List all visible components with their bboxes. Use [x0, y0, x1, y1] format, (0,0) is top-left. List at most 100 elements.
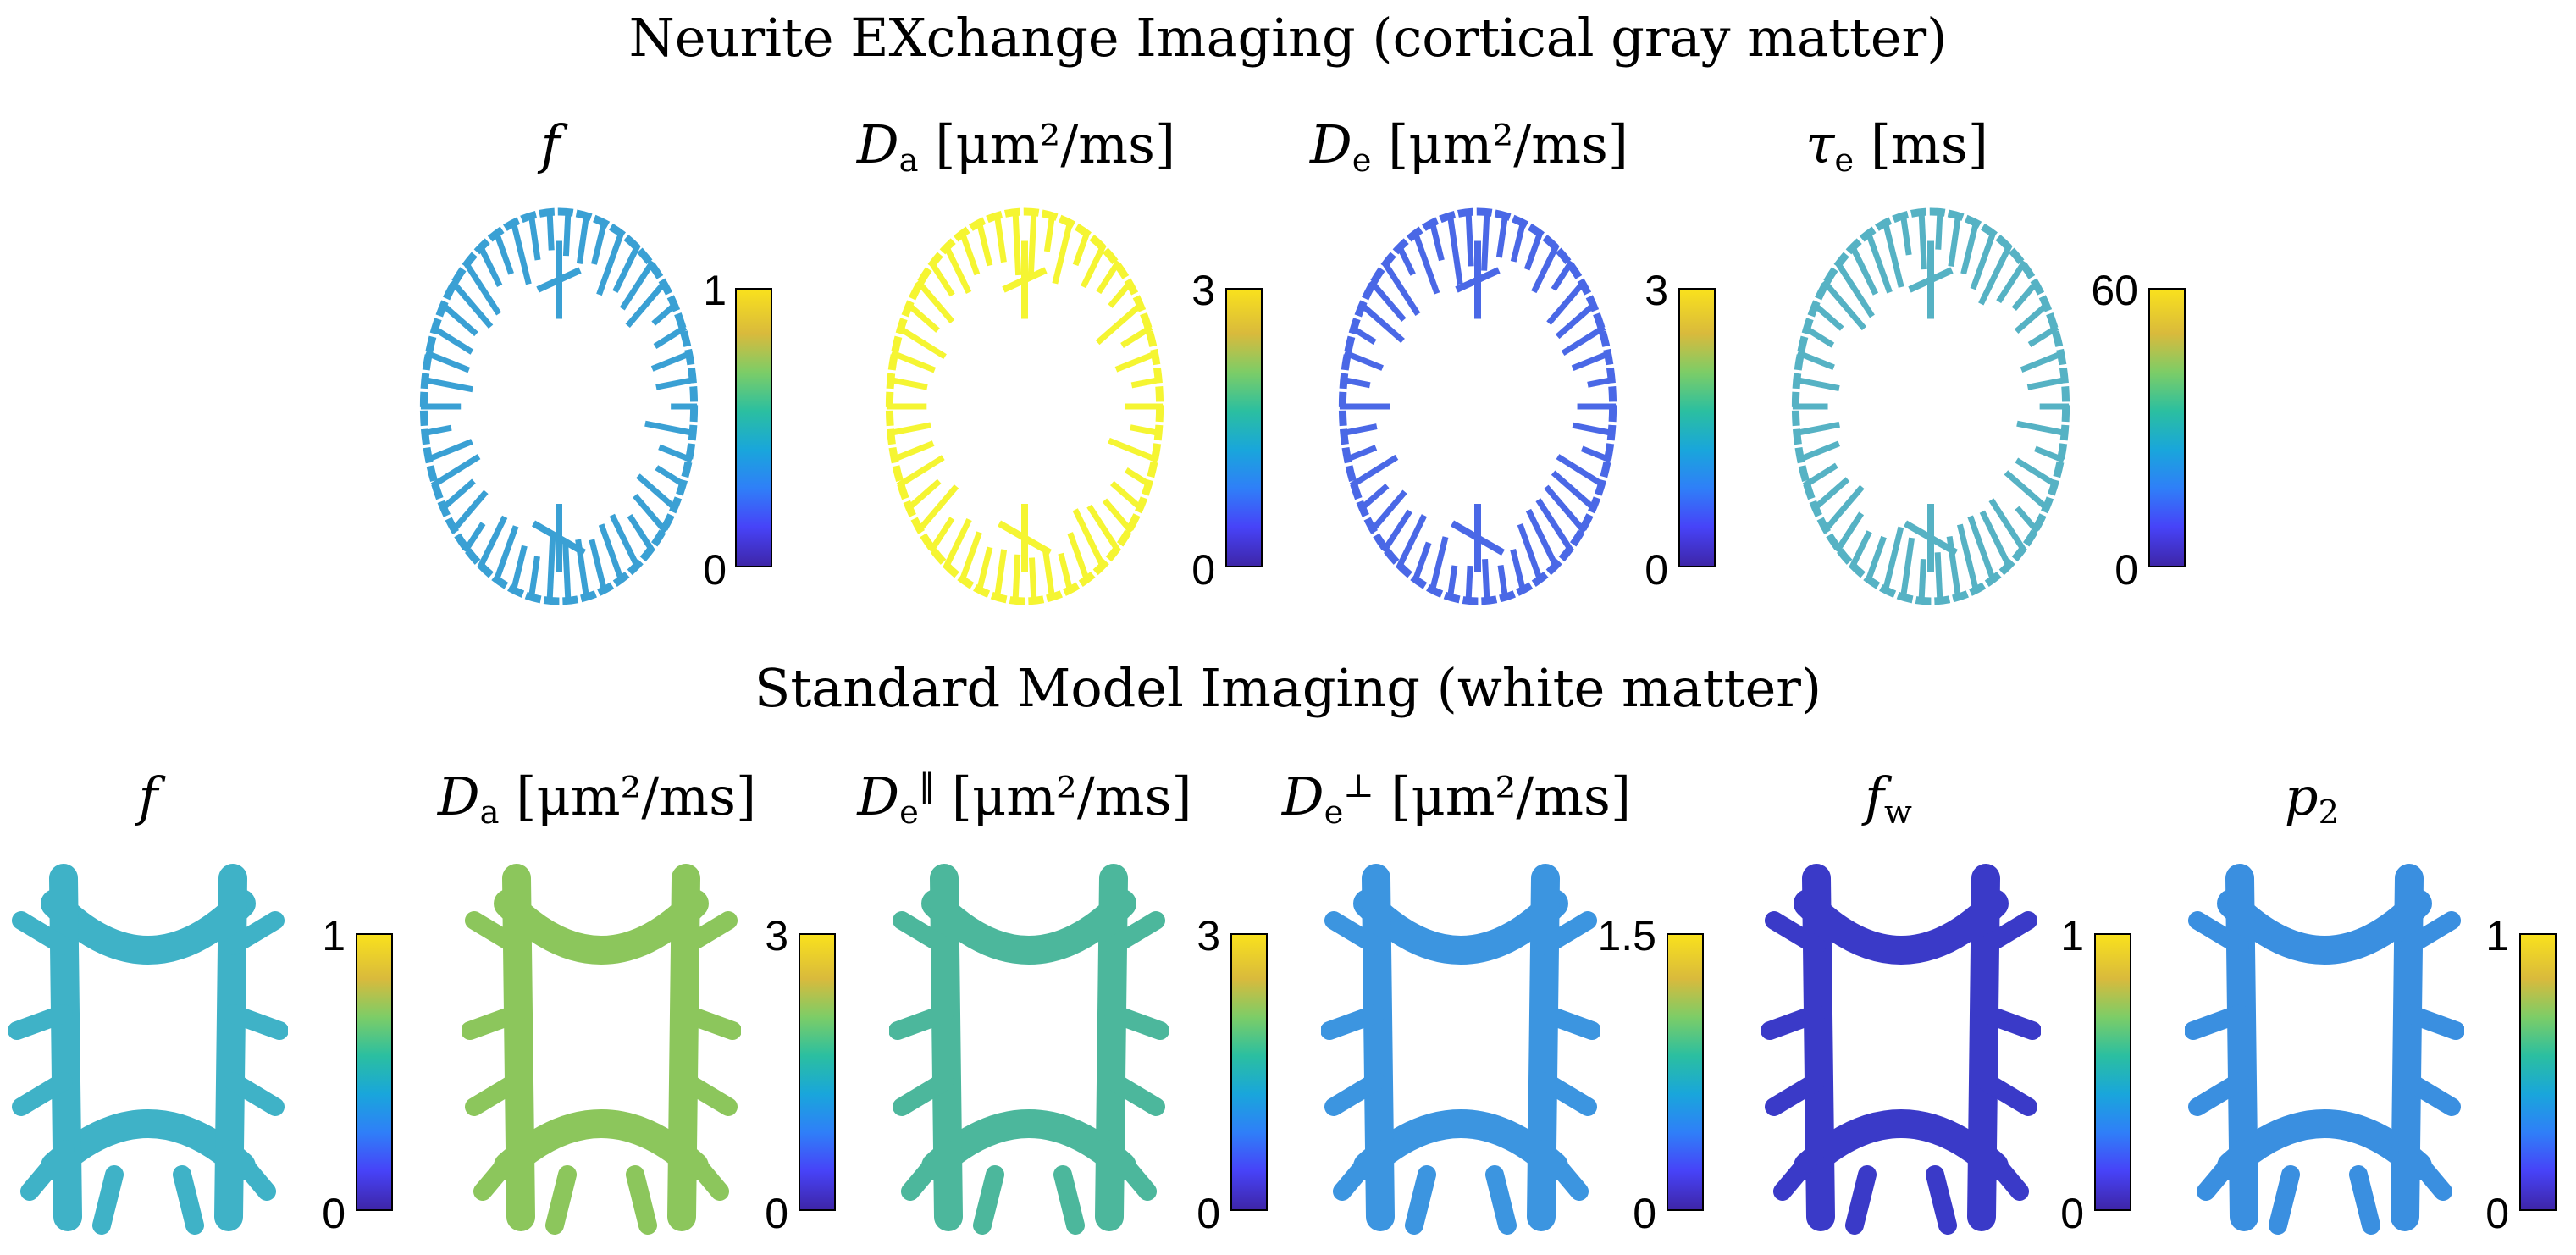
gyrus-segment: [1340, 376, 1371, 389]
gyrus-segment: [959, 229, 981, 276]
tract-branch: [2225, 864, 2258, 1231]
panel-title: f: [540, 113, 561, 176]
tract-branch: [921, 1109, 1136, 1180]
smi-panel-fw: fw 1 0: [1744, 762, 2151, 1245]
midline-sulcus: [536, 267, 582, 293]
panel-title: Da [μm²/ms]: [856, 113, 1176, 180]
gyrus-segment: [1555, 301, 1598, 340]
gyrus-segment: [1802, 324, 1835, 348]
gyrus-segment: [1523, 229, 1544, 271]
colorbar: [1225, 288, 1263, 567]
gyrus-segment: [1556, 454, 1606, 489]
tract-branch: [224, 1072, 285, 1116]
gyrus-segment: [1012, 208, 1022, 276]
gyrus-segment: [609, 513, 641, 570]
gyrus-segment: [890, 440, 935, 463]
gyrus-segment: [904, 301, 940, 333]
gyrus-segment: [1988, 498, 2027, 553]
gyrus-segment: [1381, 509, 1412, 553]
gyrus-segment: [1102, 498, 1134, 534]
panel-title: τe [ms]: [1805, 113, 1988, 180]
gyrus-segment: [959, 531, 982, 583]
gyrus-segment: [1802, 462, 1838, 489]
gyrus-segment: [1849, 243, 1879, 296]
colorbar: [356, 933, 393, 1211]
gyrus-segment: [943, 517, 972, 570]
gyrus-segment: [1935, 208, 1943, 250]
gyrus-segment: [2015, 506, 2040, 534]
gyrus-segment: [1396, 514, 1428, 570]
tract-branch: [2400, 1004, 2464, 1040]
colorbar-max-label: 3: [765, 912, 788, 959]
tract-branch: [1095, 864, 1128, 1231]
colorbar-max-label: 1: [322, 912, 345, 959]
gyrus-segment: [1561, 324, 1606, 357]
gyrus-segment: [1110, 480, 1145, 512]
colorbar: [2519, 933, 2557, 1211]
gyrus-segment: [1446, 212, 1463, 285]
gyrus-segment: [1796, 440, 1841, 463]
gyrus-segment: [1510, 549, 1527, 594]
tract-branch: [667, 864, 700, 1231]
gyrus-segment: [890, 350, 937, 373]
colorbar-max-label: 60: [2091, 267, 2138, 314]
gyrus-segment: [915, 484, 959, 534]
gyrus-segment: [1979, 510, 2013, 570]
midline-sulcus: [1002, 267, 1048, 293]
tract-branch: [222, 1140, 276, 1201]
gyrus-segment: [1571, 350, 1612, 371]
colorbar-max-label: 3: [1645, 267, 1668, 314]
tract-branch: [677, 911, 738, 955]
wm-map: [1761, 864, 2041, 1235]
gyrus-segment: [1429, 219, 1445, 262]
gyrus-segment: [928, 260, 955, 297]
tract-branch: [1794, 1109, 2009, 1180]
gyrus-segment: [1531, 243, 1560, 294]
gyrus-segment: [1996, 260, 2027, 304]
gyrus-segment: [993, 212, 1007, 263]
nexi-panel-De: De [μm²/ms] 3 0: [1300, 110, 1740, 618]
gyrus-segment: [493, 229, 514, 275]
wm-map: [1321, 864, 1600, 1235]
tract-branch: [1053, 1165, 1085, 1235]
gyrus-segment: [619, 260, 655, 311]
tract-branch: [901, 1140, 955, 1201]
colorbar-max-label: 1: [2485, 912, 2509, 959]
gm-map: [1338, 207, 1617, 605]
gyrus-segment: [627, 513, 655, 553]
tract-branch: [1976, 911, 2037, 955]
gyrus-segment: [576, 212, 590, 264]
gyrus-segment: [2014, 301, 2051, 334]
tract-branch: [2400, 911, 2461, 955]
gm-map: [1791, 207, 2070, 605]
gm-map: [885, 207, 1164, 605]
smi-panel-f: f 1 0: [8, 762, 432, 1245]
gyrus-segment: [896, 455, 945, 489]
smi-panel-De-perp: De⊥ [μm²/ms] 1.5 0: [1282, 762, 1711, 1245]
gyrus-segment: [887, 376, 928, 390]
gyrus-segment: [1381, 260, 1421, 316]
gyrus-segment: [439, 478, 476, 512]
gyrus-segment: [1551, 470, 1598, 512]
gyrus-segment: [462, 260, 502, 316]
tract-branch: [545, 1165, 577, 1235]
gyrus-segment: [1081, 243, 1107, 289]
wm-map: [2185, 864, 2464, 1235]
gyrus-segment: [1086, 504, 1121, 553]
gyrus-segment: [928, 517, 955, 553]
tract-branch: [1405, 1165, 1436, 1235]
gyrus-segment: [510, 545, 528, 594]
gyrus-segment: [1882, 526, 1904, 594]
panel-title: f: [138, 766, 158, 828]
wm-map: [462, 864, 741, 1235]
tract-branch: [20, 1140, 75, 1201]
midline-sulcus: [1908, 267, 1954, 293]
gyrus-segment: [1120, 324, 1153, 348]
gyrus-segment: [1546, 279, 1587, 325]
gyrus-segment: [1072, 508, 1107, 570]
gyrus-segment: [1058, 552, 1074, 594]
nexi-panel-f: f 1 0: [398, 110, 838, 618]
tract-branch: [889, 1004, 954, 1040]
gyrus-segment: [546, 536, 556, 605]
gyrus-segment: [653, 324, 688, 349]
